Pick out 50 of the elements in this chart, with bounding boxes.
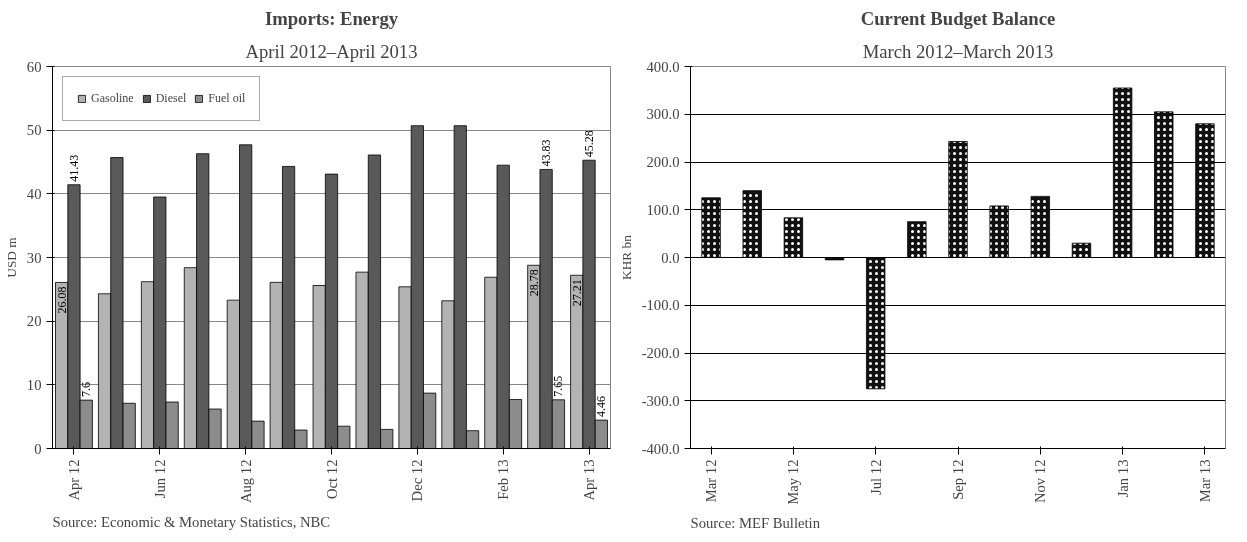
legend-label: Fuel oil [208,91,246,106]
x-tick-label: May 12 [785,459,802,505]
chart-subtitle: April 2012–April 2013 [245,40,418,62]
data-label: 43.83 [539,139,554,167]
source-note: Source: MEF Bulletin [690,514,821,531]
source-note: Source: Economic & Monetary Statistics, NBC [52,513,331,530]
y-tick-label: 60 [26,58,42,75]
y-tick-label: 50 [26,122,42,139]
data-label: 4.46 [594,396,609,418]
legend-label: Gasoline [91,91,134,106]
x-tick-label: Apr 12 [65,459,82,501]
x-tick-label: Mar 12 [703,459,720,503]
y-tick-label: 40 [26,185,42,202]
y-tick-label: -200.0 [641,345,680,361]
legend-label: Diesel [155,91,187,106]
y-tick-label: 200.0 [646,154,680,170]
y-tick-label: -400.0 [641,440,680,457]
chart-title: Current Budget Balance [860,7,1056,29]
y-tick-label: -100.0 [641,297,680,314]
y-tick-label: 10 [26,376,42,393]
y-tick-label: 30 [26,249,42,266]
y-tick-label: -300.0 [641,392,680,409]
x-tick-label: Dec 12 [409,459,426,502]
x-tick-label: Apr 13 [581,459,598,501]
x-tick-label: Nov 12 [1032,459,1049,504]
y-tick-label: 400.0 [646,58,680,75]
data-label: 28.78 [526,269,541,297]
x-tick-label: Oct 12 [323,459,340,499]
data-label: 27.21 [569,279,584,307]
y-tick-label: 100.0 [646,201,680,218]
chart-subtitle: March 2012–March 2013 [862,40,1054,62]
data-label: 41.43 [66,154,81,182]
x-tick-label: Jun 12 [151,459,168,499]
x-tick-label: Jan 13 [1114,459,1131,498]
x-tick-label: Aug 12 [237,459,254,504]
x-tick-label: Feb 13 [495,459,512,500]
y-axis-title: USD m [3,236,19,278]
y-tick-label: 0.0 [661,249,680,266]
y-tick-label: 0 [34,440,42,457]
x-tick-label: Mar 13 [1196,459,1213,503]
y-tick-label: 300.0 [646,106,680,123]
data-label: 7.6 [79,382,94,398]
y-axis-title: KHR bn [618,234,634,280]
data-label: 7.65 [551,375,566,397]
y-tick-label: 20 [26,313,42,330]
chart-title: Imports: Energy [264,7,399,29]
data-label: 45.28 [582,130,597,158]
data-label: 26.08 [54,286,69,314]
x-tick-label: Sep 12 [950,459,966,500]
x-tick-label: Jul 12 [867,459,884,495]
